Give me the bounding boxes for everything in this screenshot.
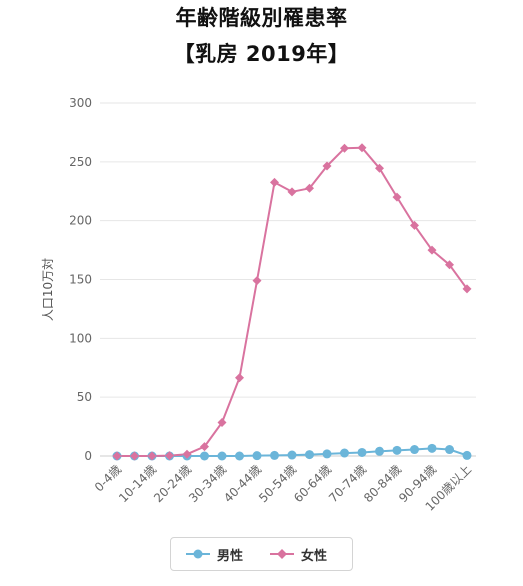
data-point-male[interactable] <box>252 451 262 461</box>
data-point-female[interactable] <box>270 177 279 187</box>
data-point-female[interactable] <box>375 163 384 173</box>
x-tick-label: 40-44歳 <box>221 462 264 505</box>
data-point-female[interactable] <box>252 276 262 286</box>
x-tick-label: 60-64歳 <box>291 462 334 505</box>
data-point-male[interactable] <box>235 451 244 461</box>
data-point-male[interactable] <box>462 450 472 460</box>
legend: 男性 女性 <box>170 537 353 571</box>
chart-title: 年齢階級別罹患率 <box>175 6 348 30</box>
data-point-female[interactable] <box>427 245 437 255</box>
y-tick-label: 250 <box>69 155 92 169</box>
series-markers <box>112 143 472 461</box>
x-tick-label: 10-14歳 <box>116 462 159 505</box>
data-point-female[interactable] <box>130 451 139 461</box>
data-point-female[interactable] <box>147 451 157 461</box>
legend-item-male[interactable]: 男性 <box>185 538 243 570</box>
data-point-male[interactable] <box>322 449 332 459</box>
data-point-male[interactable] <box>200 451 209 461</box>
data-point-male[interactable] <box>445 445 454 455</box>
y-tick-label: 300 <box>69 96 92 110</box>
tick-labels: 0 50 100 150 200 250 300 0-4歳10-14歳20-24歳30-34歳… <box>41 96 474 514</box>
data-point-male[interactable] <box>217 451 227 461</box>
data-point-female[interactable] <box>287 187 297 197</box>
gridlines <box>100 102 476 457</box>
data-point-male[interactable] <box>375 446 384 456</box>
data-point-female[interactable] <box>445 260 454 270</box>
data-point-female[interactable] <box>200 442 209 452</box>
data-point-female[interactable] <box>392 192 402 202</box>
y-axis-title: 人口10万対 <box>41 258 55 321</box>
x-tick-label: 30-34歳 <box>186 462 229 505</box>
data-point-male[interactable] <box>427 443 437 453</box>
x-tick-label: 80-84歳 <box>361 462 404 505</box>
data-point-female[interactable] <box>112 451 122 461</box>
data-point-female[interactable] <box>340 143 349 153</box>
data-point-female[interactable] <box>410 220 419 230</box>
data-point-female[interactable] <box>165 451 174 461</box>
x-tick-label: 0-4歳 <box>92 462 124 494</box>
legend-marker-female <box>270 549 294 559</box>
data-point-female[interactable] <box>462 284 472 294</box>
data-point-female[interactable] <box>182 449 192 459</box>
data-point-male[interactable] <box>410 445 419 455</box>
data-point-female[interactable] <box>235 373 244 383</box>
data-point-male[interactable] <box>340 448 349 458</box>
y-tick-label: 100 <box>69 331 92 345</box>
data-point-female[interactable] <box>357 143 367 153</box>
legend-item-female[interactable]: 女性 <box>269 538 327 570</box>
y-tick-label: 0 <box>84 449 92 463</box>
data-point-male[interactable] <box>305 450 314 460</box>
y-tick-label: 50 <box>77 390 92 404</box>
x-tick-label: 50-54歳 <box>256 462 299 505</box>
y-tick-label: 150 <box>69 273 92 287</box>
data-point-female[interactable] <box>322 161 332 171</box>
legend-label-female: 女性 <box>301 548 328 564</box>
data-point-male[interactable] <box>287 450 297 460</box>
x-tick-label: 70-74歳 <box>326 462 369 505</box>
y-tick-label: 200 <box>69 214 92 228</box>
legend-label-male: 男性 <box>217 548 244 564</box>
x-tick-label: 20-24歳 <box>151 462 194 505</box>
data-point-male[interactable] <box>392 445 402 455</box>
data-point-female[interactable] <box>217 417 227 427</box>
data-point-male[interactable] <box>270 450 279 460</box>
legend-marker-male <box>186 549 210 559</box>
data-point-male[interactable] <box>357 447 367 457</box>
chart-subtitle: 【乳房 2019年】 <box>173 42 350 66</box>
data-point-female[interactable] <box>305 183 314 193</box>
